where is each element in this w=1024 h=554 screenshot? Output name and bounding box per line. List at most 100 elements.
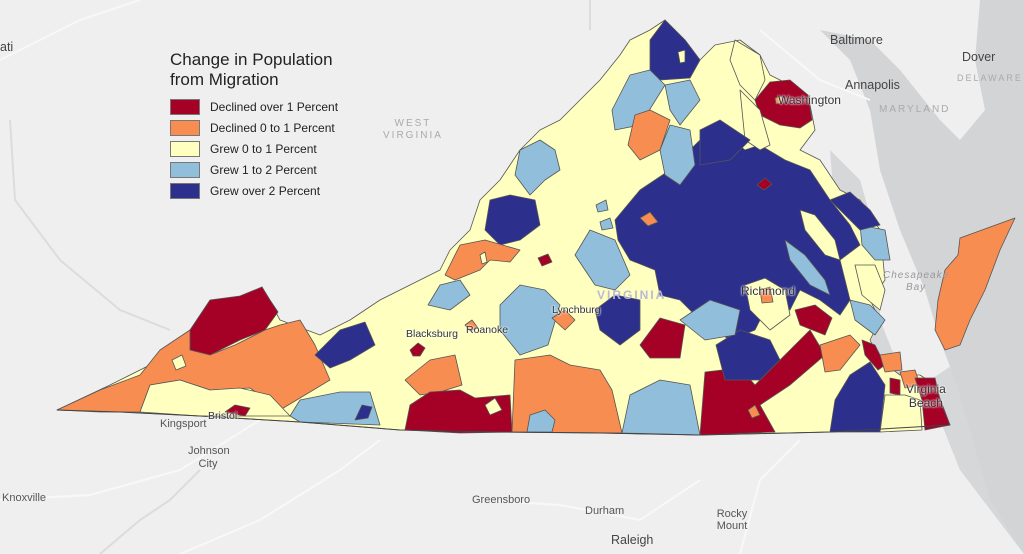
legend-label: Grew over 2 Percent bbox=[210, 183, 321, 198]
city-label-line: Beach bbox=[908, 396, 943, 410]
county bbox=[729, 39, 766, 101]
county bbox=[747, 404, 761, 419]
county bbox=[551, 309, 576, 331]
county bbox=[889, 377, 901, 396]
legend-label: Declined 0 to 1 Percent bbox=[210, 120, 335, 135]
county bbox=[934, 217, 1016, 351]
county bbox=[854, 264, 886, 311]
legend-swatch bbox=[170, 119, 200, 136]
city-label-knoxville: Knoxville bbox=[2, 492, 47, 504]
map-legend: Change in Population from Migration Decl… bbox=[170, 50, 338, 201]
county bbox=[354, 404, 373, 421]
county bbox=[314, 321, 376, 369]
county bbox=[784, 239, 831, 296]
county bbox=[849, 299, 886, 336]
state-label-west-virginia: WEST VIRGINIA bbox=[383, 118, 443, 142]
city-label-virginia-beach: Virginia Beach bbox=[906, 382, 946, 410]
virginia-counties[interactable] bbox=[56, 19, 1016, 436]
state-label-line: WEST bbox=[394, 118, 432, 129]
county bbox=[139, 379, 291, 417]
roads bbox=[0, 0, 870, 554]
county bbox=[639, 317, 686, 359]
city-label-rocky-mount: Rocky Mount bbox=[716, 508, 748, 532]
county bbox=[879, 351, 903, 373]
county bbox=[699, 119, 751, 166]
legend-title-line1: Change in Population bbox=[170, 50, 333, 69]
legend-item-declined-0-1: Declined 0 to 1 Percent bbox=[170, 117, 338, 138]
county bbox=[404, 354, 463, 396]
city-label-dover: Dover bbox=[962, 50, 996, 64]
county bbox=[879, 394, 923, 433]
water-label-line: Chesapeake bbox=[883, 270, 950, 281]
city-label-baltimore: Baltimore bbox=[830, 33, 883, 47]
city-label-cincinnati: ati bbox=[0, 40, 14, 54]
county bbox=[639, 211, 659, 227]
legend-swatch bbox=[170, 140, 200, 157]
county bbox=[594, 294, 641, 346]
county bbox=[484, 194, 541, 246]
water-label-chesapeake-bay: Chesapeake Bay bbox=[883, 270, 949, 294]
city-label-richmond: Richmond bbox=[741, 284, 796, 298]
county bbox=[739, 89, 771, 151]
county bbox=[715, 329, 781, 381]
county bbox=[627, 109, 671, 161]
state-label-delaware: DELAWARE bbox=[957, 73, 1023, 83]
county bbox=[404, 389, 513, 434]
county bbox=[744, 277, 791, 331]
county bbox=[479, 251, 488, 265]
county bbox=[514, 139, 561, 196]
city-label-kingsport: Kingsport bbox=[160, 418, 207, 430]
city-label-greensboro: Greensboro bbox=[472, 494, 531, 506]
state-label-line: VIRGINIA bbox=[383, 130, 443, 141]
city-label-blacksburg: Blacksburg bbox=[406, 328, 458, 340]
county bbox=[859, 224, 891, 261]
county bbox=[829, 191, 881, 231]
legend-item-grew-0-1: Grew 0 to 1 Percent bbox=[170, 138, 338, 159]
county bbox=[595, 199, 609, 213]
legend-label: Declined over 1 Percent bbox=[210, 99, 339, 114]
city-label-durham: Durham bbox=[585, 505, 625, 517]
county bbox=[774, 95, 784, 105]
city-label-line: Virginia bbox=[906, 382, 946, 396]
state-label-virginia: VIRGINIA bbox=[597, 288, 667, 302]
legend-title: Change in Population from Migration bbox=[170, 50, 338, 90]
county bbox=[409, 342, 426, 357]
legend-item-grew-over-2: Grew over 2 Percent bbox=[170, 180, 338, 201]
water-label-line: Bay bbox=[905, 282, 927, 293]
legend-title-line2: from Migration bbox=[170, 70, 279, 89]
county bbox=[754, 79, 813, 129]
county bbox=[664, 79, 701, 126]
county bbox=[819, 334, 861, 373]
legend-label: Grew 1 to 2 Percent bbox=[210, 162, 317, 177]
legend-item-declined-over-1: Declined over 1 Percent bbox=[170, 96, 338, 117]
county bbox=[464, 319, 479, 332]
city-label-bristol: Bristol bbox=[208, 410, 238, 422]
city-label-washington: Washington bbox=[778, 93, 841, 107]
county bbox=[759, 286, 774, 304]
county bbox=[756, 177, 773, 191]
county bbox=[537, 253, 553, 267]
county bbox=[659, 124, 696, 186]
county bbox=[794, 304, 833, 336]
county bbox=[799, 209, 841, 261]
county bbox=[599, 217, 614, 231]
county bbox=[484, 397, 503, 416]
county bbox=[677, 49, 686, 64]
city-label-annapolis: Annapolis bbox=[845, 78, 900, 92]
county bbox=[679, 299, 741, 341]
legend-swatch bbox=[170, 182, 200, 199]
legend-swatch bbox=[170, 161, 200, 178]
county bbox=[499, 284, 561, 356]
legend-item-grew-1-2: Grew 1 to 2 Percent bbox=[170, 159, 338, 180]
mountain-ridges bbox=[9, 0, 591, 554]
county bbox=[224, 404, 251, 417]
city-label-lynchburg: Lynchburg bbox=[552, 304, 601, 316]
county bbox=[649, 19, 701, 81]
city-label-roanoke: Roanoke bbox=[466, 324, 509, 336]
city-label-raleigh: Raleigh bbox=[611, 533, 654, 547]
county bbox=[574, 229, 631, 291]
city-label-johnson-city: Johnson City bbox=[188, 445, 230, 470]
state-label-maryland: MARYLAND bbox=[879, 104, 951, 115]
state-outline bbox=[56, 409, 951, 436]
